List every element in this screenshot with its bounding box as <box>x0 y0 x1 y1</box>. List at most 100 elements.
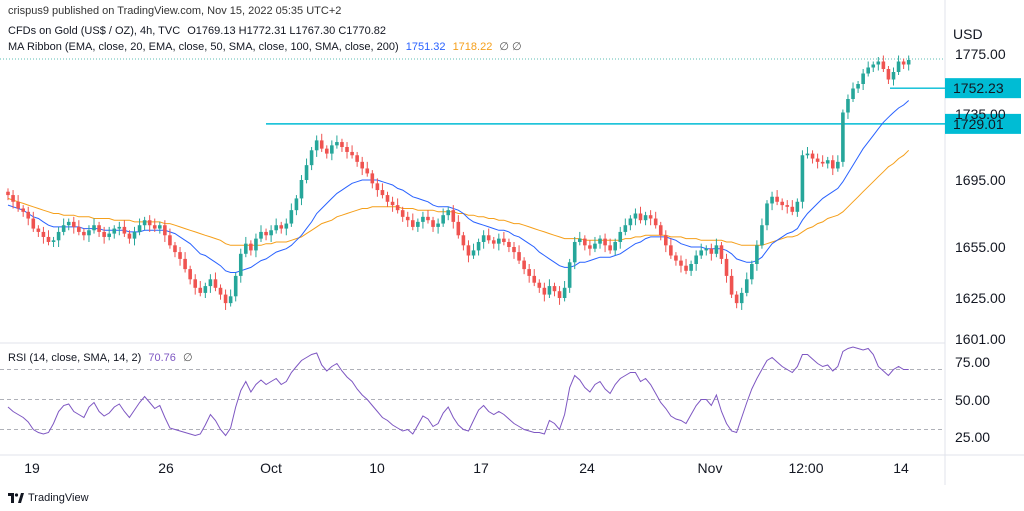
candle-body <box>891 72 896 80</box>
candle-body <box>719 245 724 259</box>
candle-body <box>765 203 769 226</box>
candle-body <box>704 248 709 251</box>
candle-body <box>51 240 56 242</box>
candle-body <box>193 279 198 288</box>
rsi-title: RSI (14, close, SMA, 14, 2) <box>8 352 142 364</box>
candle-body <box>557 291 562 298</box>
ma-ribbon <box>7 100 910 273</box>
candle-body <box>613 241 617 251</box>
rsi-pane <box>0 346 945 437</box>
candle-body <box>112 228 117 234</box>
publish-info: crispus9 published on TradingView.com, N… <box>8 5 342 17</box>
level-label: 1729.01 <box>953 116 1004 132</box>
candle-body <box>562 287 567 298</box>
candle-body <box>340 142 344 147</box>
level-label-box <box>945 78 1021 99</box>
candle-body <box>643 215 648 221</box>
candle-body <box>866 67 870 74</box>
candle-body <box>881 61 886 69</box>
candle-body <box>380 190 385 196</box>
candle-body <box>446 210 451 216</box>
candle-body <box>56 231 61 241</box>
price-tick-label: 1601.00 <box>955 331 1006 347</box>
candle-body <box>107 233 111 237</box>
candle-body <box>324 148 329 154</box>
candle-body <box>830 160 835 169</box>
candle-body <box>750 264 754 280</box>
candle-body <box>841 112 845 162</box>
candle-body <box>770 196 774 204</box>
candle-body <box>436 223 440 227</box>
candle-body <box>142 220 147 226</box>
candle-body <box>653 218 658 226</box>
candle-body <box>314 140 319 151</box>
horizontal-levels: 1752.23 1729.01 <box>266 78 1021 134</box>
candle-body <box>739 292 744 304</box>
candle-body <box>147 220 152 226</box>
candle-body <box>598 238 602 244</box>
rsi-tick-label: 75.00 <box>955 354 990 370</box>
candle-body <box>901 61 906 65</box>
candle-body <box>152 225 157 229</box>
tradingview-logo[interactable]: TradingView <box>8 492 89 504</box>
candle-body <box>259 231 263 239</box>
candle-body <box>825 160 830 164</box>
candle-body <box>861 73 865 84</box>
candle-body <box>669 245 673 256</box>
candle-body <box>183 258 187 270</box>
time-tick-label: 17 <box>473 460 489 476</box>
candle-body <box>871 64 876 68</box>
candle-body <box>714 245 719 254</box>
candle-body <box>679 260 683 266</box>
candle-body <box>137 225 142 232</box>
candle-body <box>375 183 380 191</box>
candle-body <box>97 225 101 232</box>
candle-body <box>395 205 400 211</box>
candle-body <box>71 221 76 227</box>
candle-body <box>780 201 784 206</box>
candle-body <box>724 258 729 276</box>
candle-body <box>441 215 445 224</box>
candle-body <box>31 218 36 229</box>
candle-body <box>755 245 759 264</box>
candle-body <box>734 294 739 304</box>
candle-body <box>775 196 779 202</box>
candle-body <box>92 225 96 231</box>
candle-body <box>638 213 643 221</box>
candle-body <box>593 243 597 249</box>
time-tick-label: Nov <box>698 460 723 476</box>
price-tick-label: 1775.00 <box>955 46 1006 62</box>
candle-body <box>456 221 461 236</box>
candle-body <box>709 248 714 254</box>
candle-body <box>820 161 825 164</box>
candle-body <box>238 253 243 276</box>
candle-body <box>481 235 486 242</box>
candle-body <box>664 235 668 246</box>
rsi-null-value: ∅ <box>182 352 193 364</box>
candle-body <box>836 161 840 169</box>
candle-body <box>466 245 471 256</box>
time-tick-label: 12:00 <box>788 460 823 476</box>
candle-body <box>451 210 456 222</box>
candle-body <box>218 287 223 295</box>
candle-body <box>785 205 790 207</box>
candle-body <box>16 201 20 209</box>
time-tick-label: 14 <box>893 460 909 476</box>
candle-body <box>552 286 557 292</box>
candle-body <box>244 243 248 254</box>
candle-body <box>623 225 628 232</box>
candle-body <box>66 221 71 226</box>
candle-body <box>87 230 91 236</box>
candle-body <box>856 84 860 89</box>
ohlc-values: O1769.13 H1772.31 L1767.30 C1770.82 <box>187 25 387 37</box>
candle-body <box>102 231 106 237</box>
candle-body <box>173 245 177 253</box>
candle-body <box>790 206 795 212</box>
candle-body <box>810 153 815 159</box>
candle-body <box>370 173 375 184</box>
candle-body <box>800 155 805 202</box>
chart-grid <box>0 0 1024 485</box>
candle-body <box>618 231 623 242</box>
candle-body <box>805 153 810 156</box>
